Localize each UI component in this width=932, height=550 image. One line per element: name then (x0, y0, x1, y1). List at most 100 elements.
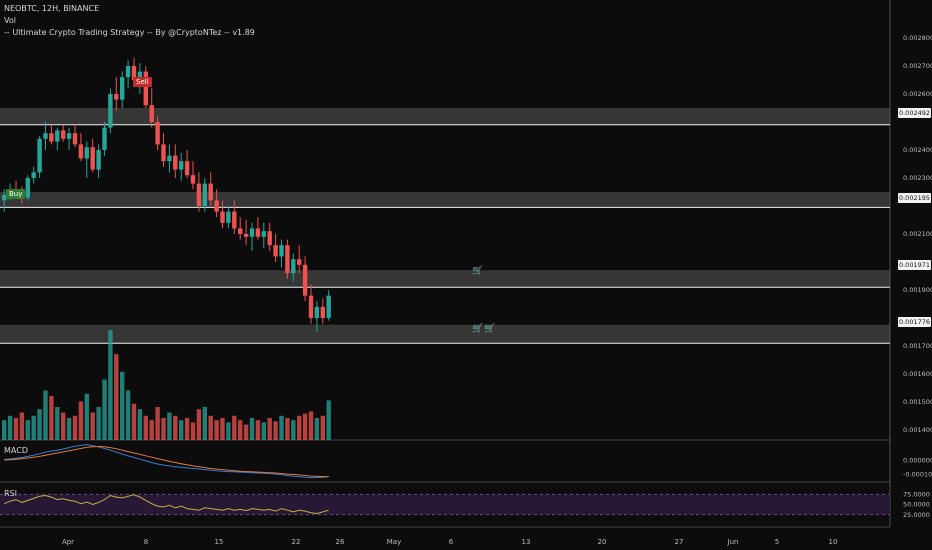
volume-bar (291, 420, 296, 440)
volume-bar (131, 403, 137, 440)
candle-body (78, 144, 84, 159)
volume-bar (37, 409, 42, 440)
volume-bar (149, 420, 154, 440)
volume-bar (273, 421, 278, 440)
candle-body (2, 194, 7, 201)
volume-bar (190, 422, 196, 440)
candle-body (90, 147, 95, 170)
time-tick-label: 22 (292, 538, 301, 546)
volume-bar (120, 371, 125, 440)
volume-bar (72, 415, 78, 440)
candle-body (255, 228, 261, 237)
volume-bar (102, 379, 107, 440)
candle-body (43, 133, 48, 139)
candle-body (120, 77, 125, 100)
price-level-box: 0.001971 (898, 260, 931, 270)
candle-body (179, 161, 184, 170)
volume-bar (220, 418, 225, 440)
volume-bar (179, 420, 184, 440)
time-tick-label: 8 (144, 538, 148, 546)
volume-bar (226, 422, 231, 440)
candle-body (232, 211, 237, 229)
volume-bar (143, 415, 148, 440)
candle-body (96, 150, 101, 170)
price-tick-label: 0.001900 (903, 286, 932, 294)
price-level-box: 0.001776 (898, 317, 931, 327)
candle-body (249, 228, 255, 237)
candle-body (131, 66, 137, 80)
time-tick-label: 13 (522, 538, 531, 546)
volume-bar (66, 418, 72, 440)
candle-body (291, 259, 296, 274)
macd-tick-label: -0.000100 (903, 470, 932, 478)
candle-body (238, 228, 243, 234)
volume-bar (2, 420, 7, 440)
candle-body (37, 138, 42, 173)
candle-body (125, 66, 131, 78)
candle-body (61, 130, 66, 139)
candle-body (267, 231, 272, 246)
candle-body (84, 147, 89, 159)
cart-icon[interactable]: 🛒 (484, 324, 496, 334)
price-tick-label: 0.001400 (903, 426, 932, 434)
volume-bar (96, 407, 101, 440)
candle-body (326, 295, 331, 318)
volume-bar (13, 418, 19, 440)
candle-body (161, 144, 166, 162)
volume-bar (137, 409, 143, 440)
price-tick-label: 0.002700 (903, 62, 932, 70)
volume-bar (78, 401, 84, 440)
price-tick-label: 0.002300 (903, 174, 932, 182)
candle-body (49, 133, 54, 142)
candle-body (66, 133, 72, 139)
rsi-tick-label: 25.0000 (903, 511, 930, 519)
volume-bar (61, 412, 66, 440)
volume-bar (285, 418, 290, 440)
sr-zone (0, 192, 890, 208)
volume-bar (202, 407, 207, 440)
volume-bar (155, 407, 160, 440)
candle-body (190, 175, 196, 184)
volume-bar (279, 415, 284, 440)
volume-bar (302, 413, 308, 440)
candle-body (137, 71, 143, 80)
volume-bar (25, 420, 30, 440)
candle-body (155, 122, 160, 145)
candle-body (261, 231, 266, 237)
time-tick-label: 10 (829, 538, 838, 546)
volume-bar (196, 409, 202, 440)
volume-bar (314, 418, 320, 440)
candle-body (208, 183, 213, 201)
volume-bar (308, 411, 314, 440)
candle-body (243, 234, 249, 237)
volume-legend: Vol (4, 16, 16, 25)
time-tick-label: May (387, 538, 401, 546)
candle-body (173, 155, 178, 170)
candle-body (167, 155, 172, 162)
candle-body (72, 133, 78, 145)
volume-bar (214, 420, 219, 440)
candle-body (314, 306, 320, 318)
rsi-band (0, 494, 890, 515)
volume-bar (125, 390, 131, 440)
volume-bar (55, 407, 60, 440)
volume-bar (173, 415, 178, 440)
candle-body (320, 306, 325, 318)
cart-icon[interactable]: 🛒 (472, 324, 484, 334)
candle-body (285, 245, 290, 274)
time-tick-label: 20 (598, 538, 607, 546)
candle-body (308, 295, 314, 318)
time-tick-label: 15 (215, 538, 224, 546)
time-tick-label: 5 (775, 538, 779, 546)
candle-body (102, 127, 107, 150)
volume-bar (114, 354, 119, 440)
sr-zone (0, 108, 890, 125)
candle-body (279, 245, 284, 257)
candle-body (149, 105, 154, 122)
cart-icon[interactable]: 🛒 (472, 266, 484, 276)
candle-body (202, 183, 207, 206)
volume-bar (49, 396, 54, 440)
volume-bar (108, 330, 113, 440)
price-tick-label: 0.002800 (903, 34, 932, 42)
